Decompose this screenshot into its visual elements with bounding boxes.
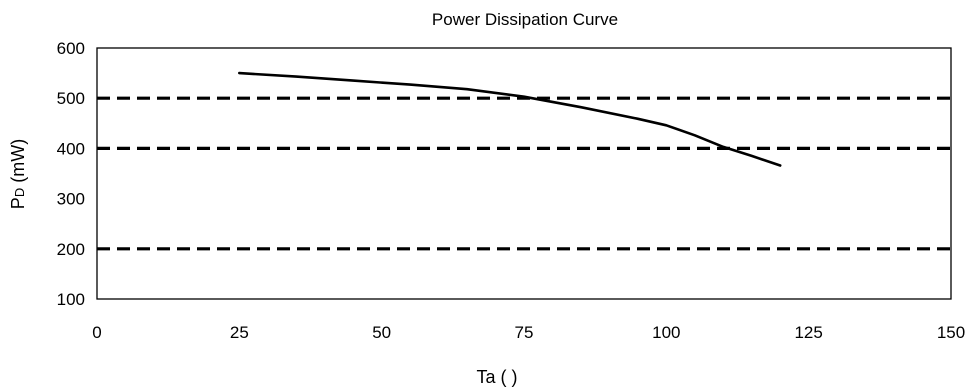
y-tick-label: 200 [57,240,85,259]
y-tick-label: 300 [57,190,85,209]
series-layer [238,71,782,167]
chart-title: Power Dissipation Curve [432,10,618,29]
y-axis-label-subscript: D [12,188,27,197]
x-tick-label: 0 [92,323,101,342]
y-axis-label-unit: (mW) [8,139,28,188]
y-tick-label: 400 [57,139,85,158]
y-tick-label: 100 [57,290,85,309]
y-axis-label-main: P [8,197,28,209]
x-tick-label: 50 [372,323,391,342]
x-tick-label: 25 [230,323,249,342]
x-axis-label: Ta ( ) [476,367,517,387]
x-tick-label: 125 [794,323,822,342]
x-tick-label: 150 [937,323,965,342]
x-tick-label: 75 [515,323,534,342]
series-line-0 [238,71,782,167]
y-tick-labels: 100 200 300 400 500 600 [57,39,85,309]
plot-area [96,47,952,300]
y-tick-label: 500 [57,89,85,108]
reference-lines [97,96,951,251]
x-tick-label: 100 [652,323,680,342]
y-axis-label: PD (mW) [8,139,28,209]
y-tick-label: 600 [57,39,85,58]
x-tick-labels: 0 25 50 75 100 125 150 [92,323,965,342]
